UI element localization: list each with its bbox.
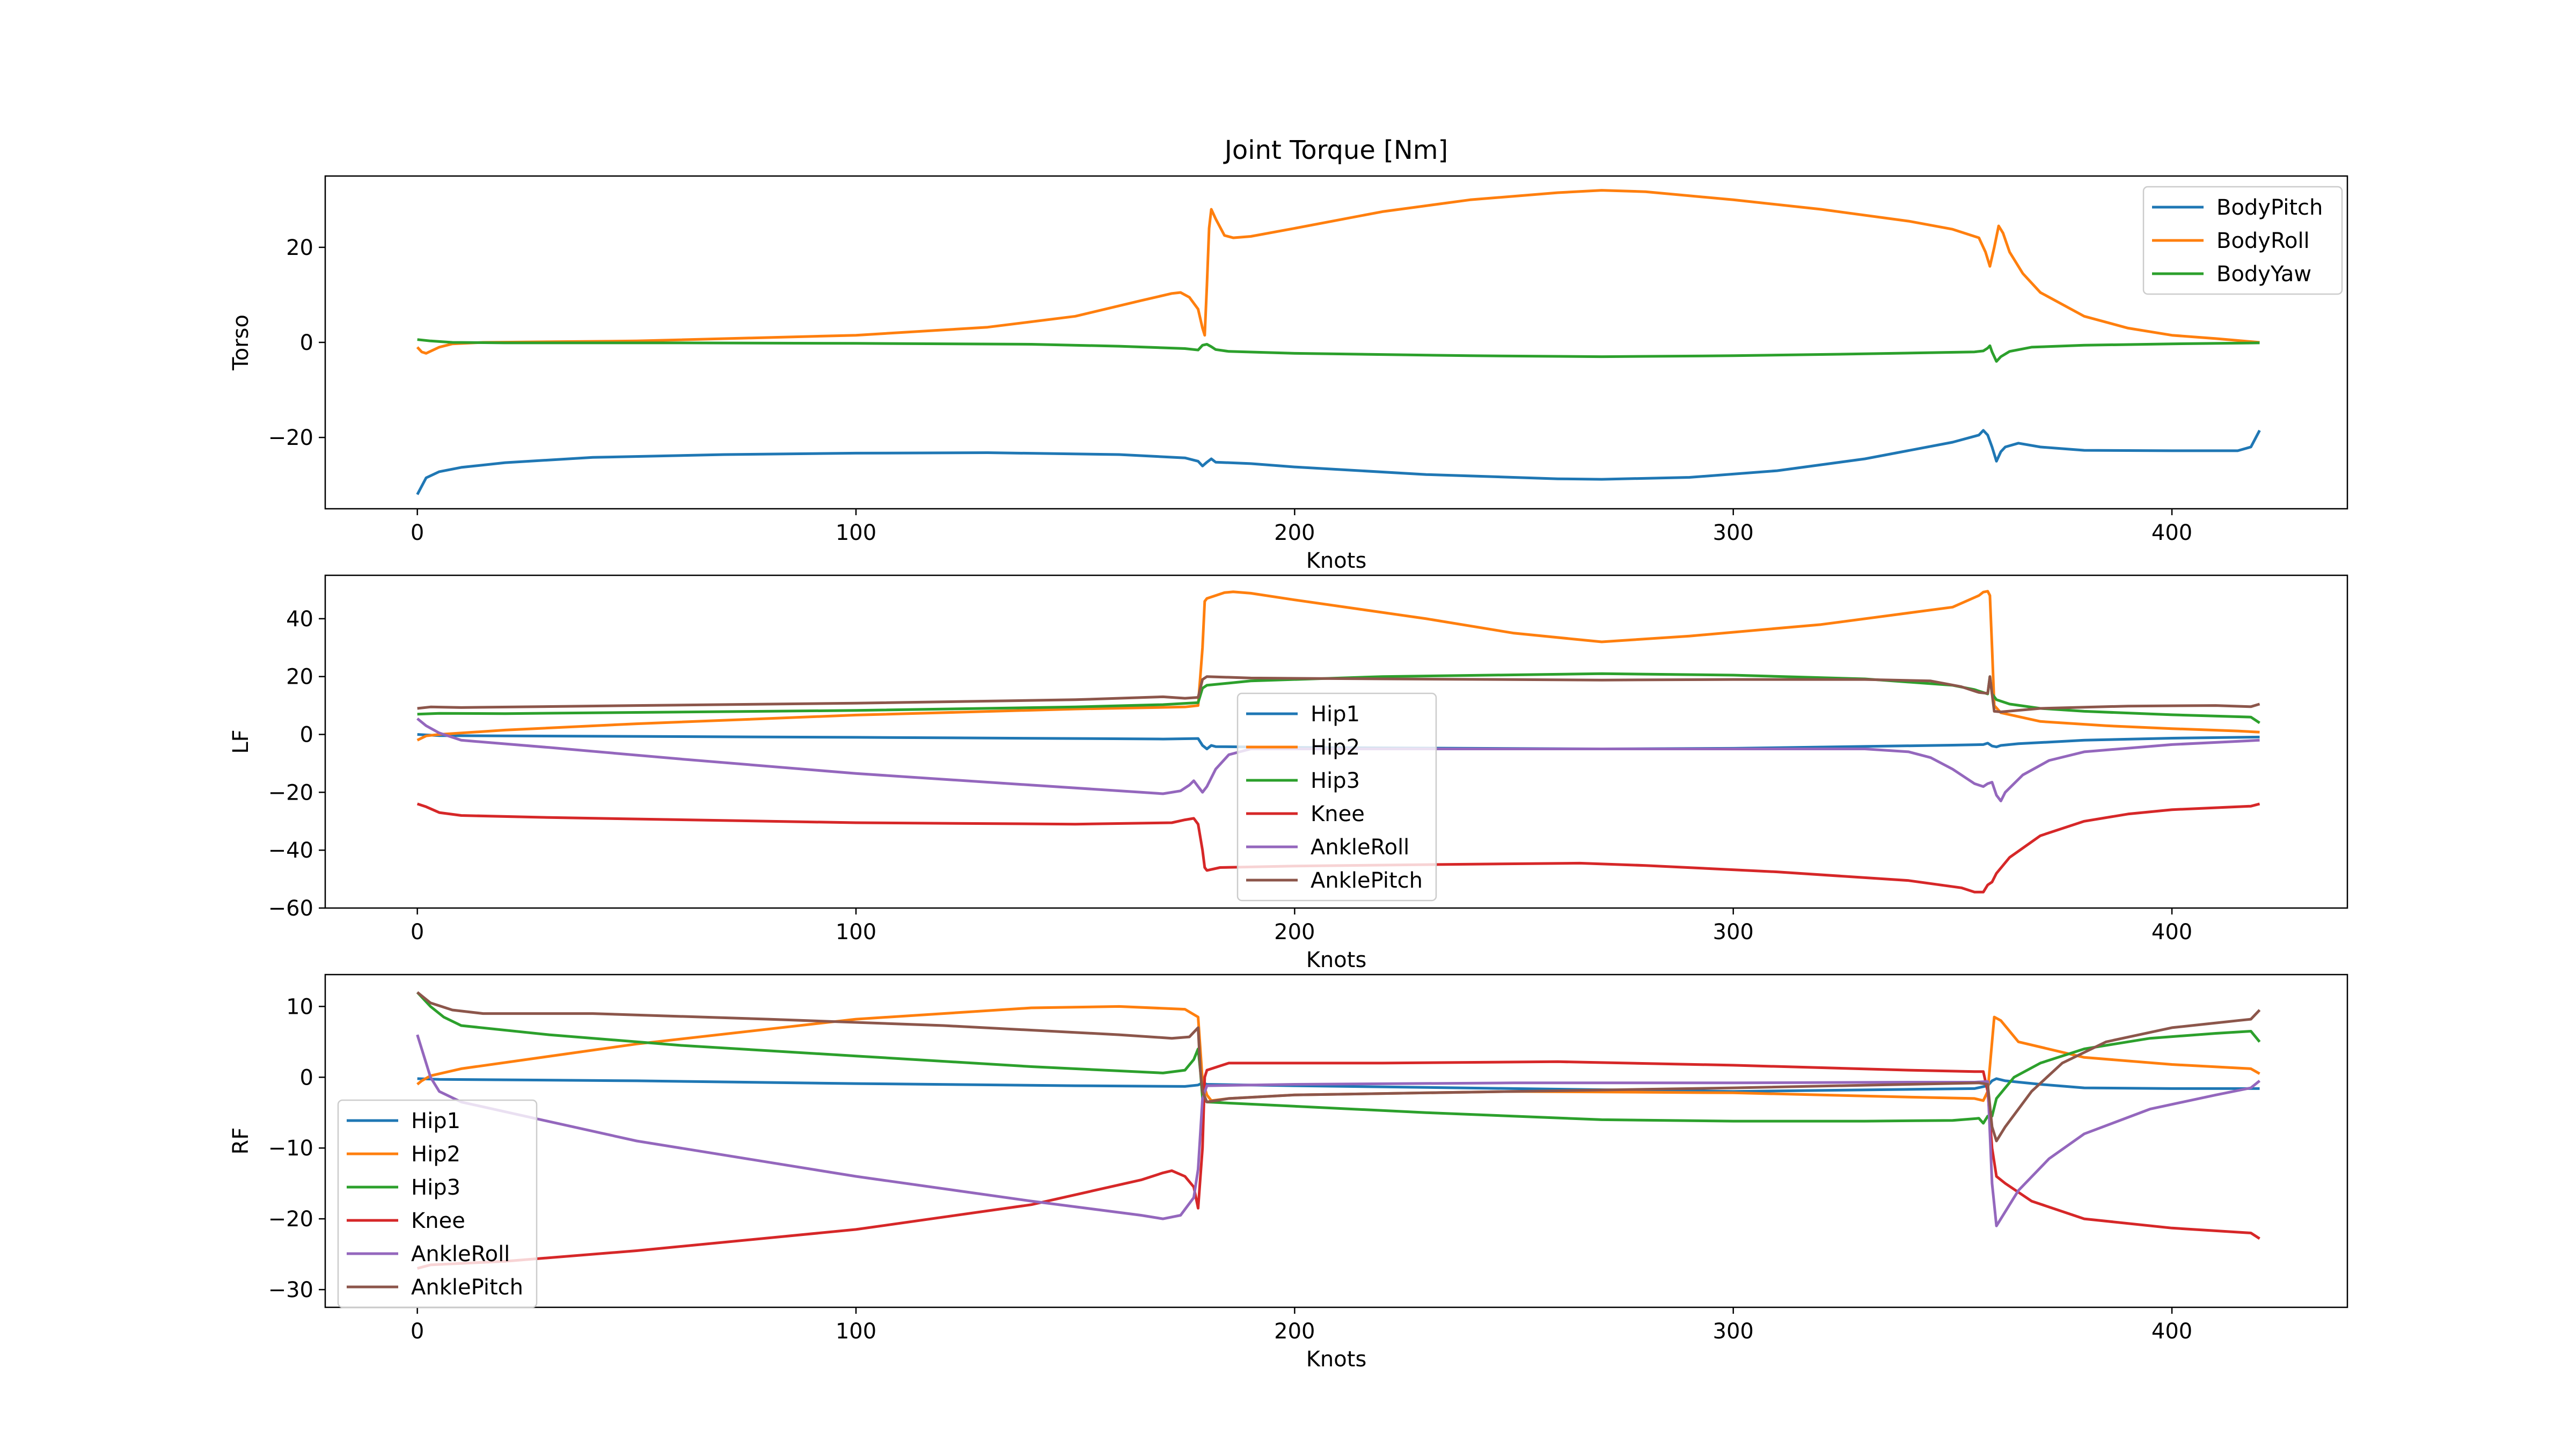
legend-label-bodyroll: BodyRoll: [2216, 229, 2310, 253]
series-line-bodyyaw: [417, 338, 2260, 363]
x-tick-label: 400: [2151, 521, 2192, 545]
x-tick-label: 100: [836, 920, 876, 945]
x-tick-label: 0: [411, 920, 424, 945]
y-tick-label: −30: [268, 1278, 313, 1302]
x-axis-label: Knots: [1306, 948, 1367, 972]
x-tick-label: 200: [1274, 521, 1315, 545]
legend-box: [2142, 186, 2343, 295]
axes-frame: [324, 974, 2348, 1308]
series-line-hip3: [416, 991, 2261, 1125]
series-line-bodypitch: [416, 429, 2261, 495]
axes-frame: [324, 574, 2348, 909]
y-tick-label: −20: [268, 780, 313, 805]
x-tick-label: 0: [411, 521, 424, 545]
legend: Hip1 Hip2 Hip3 Knee AnkleRoll AnklePitch: [337, 1099, 538, 1308]
subplot-torso: 0 100 200 300 400−20020KnotsTorsoBodyPitchBo…: [229, 175, 2348, 573]
legend-box: [337, 1099, 538, 1308]
series-line-anklepitch: [416, 991, 2261, 1143]
x-axis-label: Knots: [1306, 548, 1367, 573]
x-tick-label: 300: [1713, 920, 1754, 945]
y-tick-label: 40: [286, 607, 313, 632]
series-line-hip2: [416, 590, 2260, 742]
legend-label-hip1: Hip1: [1311, 702, 1360, 727]
legend-label-hip1: Hip1: [411, 1109, 460, 1133]
y-tick-label: −20: [268, 426, 313, 450]
legend-label-hip2: Hip2: [411, 1142, 460, 1167]
legend-box: [1236, 692, 1437, 902]
legend-label-anklepitch: AnklePitch: [1311, 868, 1423, 893]
y-tick-label: 20: [286, 236, 313, 260]
y-axis-label: Torso: [229, 314, 253, 371]
series-line-hip1: [417, 1077, 2260, 1093]
x-tick-label: 300: [1713, 1319, 1754, 1344]
x-tick-label: 400: [2151, 920, 2192, 945]
legend-label-anklepitch: AnklePitch: [411, 1275, 523, 1300]
legend-label-hip2: Hip2: [1311, 735, 1360, 760]
y-axis-label: RF: [229, 1128, 253, 1155]
x-tick-label: 200: [1274, 1319, 1315, 1344]
legend-label-hip3: Hip3: [1311, 769, 1360, 793]
legend-label-knee: Knee: [411, 1209, 465, 1233]
legend-label-bodypitch: BodyPitch: [2216, 195, 2323, 220]
y-axis-label: LF: [229, 729, 253, 753]
x-tick-label: 200: [1274, 920, 1315, 945]
series-group: [416, 189, 2261, 495]
y-tick-label: 0: [300, 331, 313, 355]
series-line-knee: [416, 802, 2260, 894]
legend: Hip1 Hip2 Hip3 Knee AnkleRoll AnklePitch: [1236, 692, 1437, 902]
subplots: 0 100 200 300 400−20020KnotsTorsoBodyPitchBo…: [229, 175, 2348, 1372]
subplot-lf: 0 100 200 300 400−60−40−2002040KnotsLFHip1Hi…: [229, 574, 2348, 972]
x-tick-label: 400: [2151, 1319, 2192, 1344]
x-tick-label: 100: [836, 521, 876, 545]
legend-label-knee: Knee: [1311, 802, 1365, 826]
series-group: [416, 991, 2261, 1270]
x-tick-label: 0: [411, 1319, 424, 1344]
series-line-ankleroll: [416, 1034, 2261, 1227]
legend-label-ankleroll: AnkleRoll: [1311, 835, 1409, 860]
series-line-hip3: [417, 672, 2260, 724]
y-tick-label: 20: [286, 665, 313, 690]
legend-label-hip3: Hip3: [411, 1175, 460, 1200]
figure-title: Joint Torque [Nm]: [1223, 135, 1448, 165]
y-tick-label: −60: [268, 896, 313, 921]
series-line-bodyroll: [416, 189, 2260, 355]
series-line-knee: [416, 1060, 2260, 1270]
y-tick-label: −20: [268, 1207, 313, 1232]
legend-label-ankleroll: AnkleRoll: [411, 1242, 510, 1267]
y-tick-label: −40: [268, 838, 313, 863]
legend: BodyPitch BodyRoll BodyYaw: [2142, 186, 2343, 295]
x-tick-label: 100: [836, 1319, 876, 1344]
y-tick-label: 0: [300, 723, 313, 748]
x-axis-label: Knots: [1306, 1347, 1367, 1372]
y-tick-label: 0: [300, 1065, 313, 1090]
legend-label-bodyyaw: BodyYaw: [2216, 262, 2311, 287]
y-tick-label: 10: [286, 994, 313, 1019]
y-tick-label: −10: [268, 1136, 313, 1161]
subplot-rf: 0 100 200 300 400 −30 −20 −10 0 10 Knots RF Hip1 Hip2…: [229, 974, 2348, 1372]
series-line-anklepitch: [417, 675, 2260, 713]
x-tick-label: 300: [1713, 521, 1754, 545]
